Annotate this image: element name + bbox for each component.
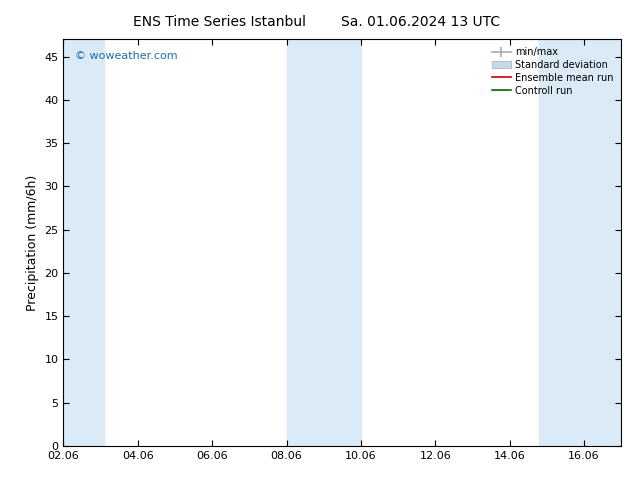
Bar [540,39,621,446]
Bar [63,39,105,446]
Text: ENS Time Series Istanbul        Sa. 01.06.2024 13 UTC: ENS Time Series Istanbul Sa. 01.06.2024 … [133,15,501,29]
Y-axis label: Precipitation (mm/6h): Precipitation (mm/6h) [26,174,39,311]
Legend: min/max, Standard deviation, Ensemble mean run, Controll run: min/max, Standard deviation, Ensemble me… [489,44,616,98]
Bar [287,39,361,446]
Text: © woweather.com: © woweather.com [75,51,177,61]
